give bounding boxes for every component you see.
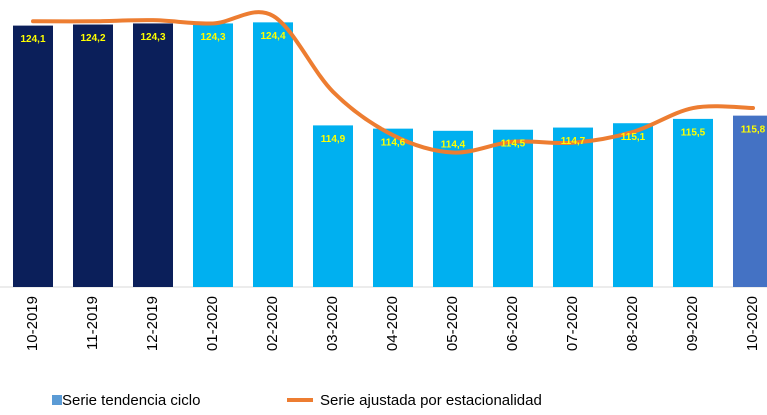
x-tick-label: 10-2020 <box>744 296 761 351</box>
bar <box>313 125 353 288</box>
data-label: 115,1 <box>621 132 646 143</box>
bar <box>493 129 533 287</box>
data-label: 124,4 <box>260 31 285 42</box>
line <box>31 10 755 155</box>
bar <box>133 23 173 287</box>
legend-swatch <box>52 395 62 405</box>
legend-label: Serie tendencia ciclo <box>62 392 200 409</box>
data-label: 124,1 <box>20 34 45 45</box>
bar <box>193 23 233 287</box>
bar <box>433 130 473 287</box>
data-label: 115,5 <box>681 128 706 139</box>
bar <box>73 24 113 288</box>
x-tick-label: 09-2020 <box>684 296 701 351</box>
x-tick-label: 08-2020 <box>624 296 641 351</box>
x-tick-label: 04-2020 <box>384 296 401 351</box>
x-tick-label: 07-2020 <box>564 296 581 351</box>
data-label: 124,3 <box>140 32 165 43</box>
data-label: 114,9 <box>321 134 346 145</box>
x-tick-label: 12-2019 <box>144 296 161 351</box>
data-label: 115,8 <box>741 124 766 135</box>
x-tick-label: 01-2020 <box>204 296 221 351</box>
x-tick-label: 02-2020 <box>264 296 281 351</box>
bar <box>13 25 53 287</box>
bar <box>253 22 293 287</box>
data-label: 114,5 <box>501 138 526 149</box>
x-tick-label: 11-2019 <box>84 296 101 350</box>
bar <box>613 123 653 287</box>
bar <box>553 127 593 287</box>
x-tick-label: 10-2019 <box>24 296 41 351</box>
bar <box>673 118 713 287</box>
data-label: 114,7 <box>561 136 586 147</box>
data-label: 114,4 <box>441 139 466 150</box>
data-label: 114,6 <box>381 137 406 148</box>
bar <box>733 115 767 287</box>
data-label: 124,3 <box>200 32 225 43</box>
x-tick-label: 06-2020 <box>504 296 521 351</box>
x-tick-label: 05-2020 <box>444 296 461 351</box>
x-tick-label: 03-2020 <box>324 296 341 351</box>
bar <box>373 128 413 287</box>
legend-label: Serie ajustada por estacionalidad <box>320 392 542 409</box>
data-label: 124,2 <box>80 33 105 44</box>
